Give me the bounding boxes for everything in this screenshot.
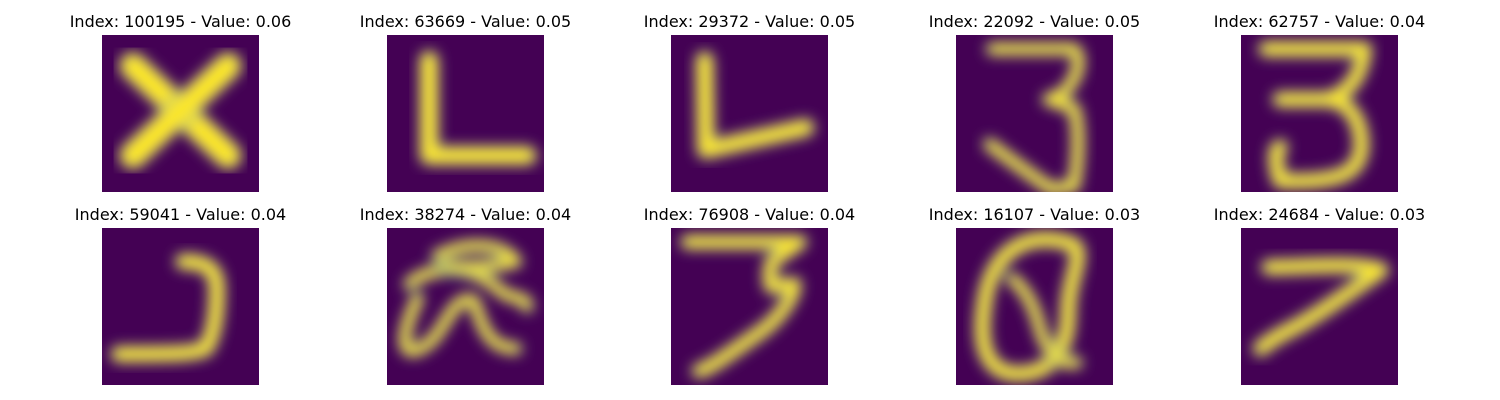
glyph-stroke	[404, 265, 532, 311]
glyph-stroke	[682, 236, 806, 377]
panel-glyph-3	[982, 41, 1086, 192]
panel-title: Index: 24684 - Value: 0.03	[1214, 205, 1425, 224]
panel-image-background	[671, 35, 828, 192]
panel-title: Index: 22092 - Value: 0.05	[929, 12, 1140, 31]
panels-layer: Index: 100195 - Value: 0.06 Index: 63669 …	[70, 12, 1425, 385]
panel-title: Index: 59041 - Value: 0.04	[75, 205, 286, 224]
panel-title: Index: 76908 - Value: 0.04	[644, 205, 855, 224]
panel-title: Index: 62757 - Value: 0.04	[1214, 12, 1425, 31]
image-panel: Index: 24684 - Value: 0.03	[1214, 205, 1425, 385]
panel-title: Index: 38274 - Value: 0.04	[360, 205, 571, 224]
glyph-stroke	[421, 52, 536, 164]
panel-glyph-7	[1251, 256, 1390, 358]
panel-glyph-a	[397, 238, 535, 358]
panel-title: Index: 16107 - Value: 0.03	[929, 205, 1140, 224]
image-panel: Index: 100195 - Value: 0.06	[70, 12, 292, 192]
glyph-stroke	[697, 52, 813, 158]
panel-image-background	[956, 35, 1113, 192]
image-panel: Index: 22092 - Value: 0.05	[929, 12, 1140, 192]
panel-title: Index: 100195 - Value: 0.06	[70, 12, 292, 31]
panel-glyph-3	[679, 233, 809, 380]
glyph-stroke	[1007, 273, 1082, 368]
glyph-stroke	[976, 233, 1084, 380]
image-panel: Index: 16107 - Value: 0.03	[929, 205, 1140, 385]
panel-glyph-3	[1257, 40, 1374, 190]
image-panel: Index: 62757 - Value: 0.04	[1214, 12, 1425, 192]
panel-glyph-L	[694, 50, 816, 160]
image-panel: Index: 63669 - Value: 0.05	[360, 12, 571, 192]
glyph-stroke	[1254, 259, 1388, 355]
panel-glyph-Q	[973, 230, 1087, 383]
panel-title: Index: 63669 - Value: 0.05	[360, 12, 571, 31]
glyph-stroke	[121, 54, 240, 168]
image-panel: Index: 38274 - Value: 0.04	[360, 205, 571, 385]
image-panel: Index: 59041 - Value: 0.04	[75, 205, 286, 385]
panel-glyph-L	[418, 49, 538, 166]
glyph-stroke	[1260, 42, 1371, 188]
glyph-stroke	[432, 241, 521, 272]
panel-glyph-X	[118, 51, 243, 170]
panel-glyph-J	[109, 252, 226, 364]
glyph-stroke	[984, 44, 1084, 192]
panel-title: Index: 29372 - Value: 0.05	[644, 12, 855, 31]
glyph-stroke	[112, 255, 224, 361]
panel-image-background	[671, 228, 828, 385]
image-panel: Index: 29372 - Value: 0.05	[644, 12, 855, 192]
panel-image-background	[1241, 35, 1398, 192]
panel-image-background	[387, 35, 544, 192]
image-panel: Index: 76908 - Value: 0.04	[644, 205, 855, 385]
glyph-stroke	[400, 293, 521, 356]
